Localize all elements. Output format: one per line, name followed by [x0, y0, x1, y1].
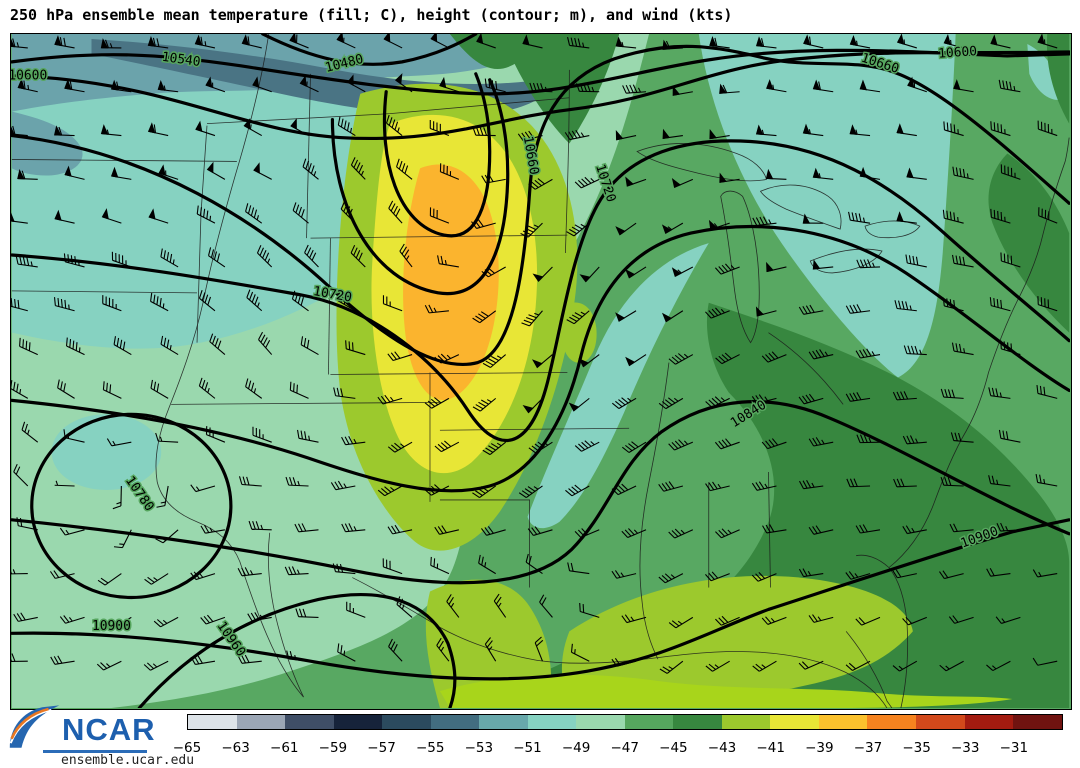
contour-label: 10600	[11, 68, 47, 83]
colorbar-tick: −47	[611, 740, 640, 756]
colorbar-segment	[770, 715, 819, 729]
colorbar-segment	[965, 715, 1014, 729]
colorbar-tick: −45	[659, 740, 688, 756]
colorbar-tick: −53	[465, 740, 494, 756]
colorbar-segment	[1013, 715, 1062, 729]
ncar-logo: NCAR ensemble.ucar.edu	[6, 704, 181, 764]
colorbar-segment	[819, 715, 868, 729]
colorbar-segment	[528, 715, 577, 729]
colorbar-segment	[431, 715, 480, 729]
colorbar-segment	[285, 715, 334, 729]
temp-fill-region	[52, 414, 162, 490]
colorbar-tick: −55	[416, 740, 445, 756]
colorbar-tick: −61	[270, 740, 299, 756]
map-title: 250 hPa ensemble mean temperature (fill;…	[10, 6, 732, 24]
contour-label: 10600	[938, 44, 978, 62]
colorbar-segment	[625, 715, 674, 729]
colorbar-segment	[916, 715, 965, 729]
temperature-colorbar	[187, 714, 1063, 730]
colorbar-tick: −37	[854, 740, 883, 756]
colorbar-tick: −41	[756, 740, 785, 756]
colorbar-segment	[673, 715, 722, 729]
colorbar-tick: −35	[902, 740, 931, 756]
colorbar-segment	[334, 715, 383, 729]
colorbar-segment	[382, 715, 431, 729]
colorbar-segment	[722, 715, 771, 729]
colorbar-segment	[237, 715, 286, 729]
colorbar-tick: −51	[513, 740, 542, 756]
ncar-swoosh-icon	[8, 704, 62, 750]
ncar-wordmark: NCAR	[62, 712, 156, 748]
colorbar-tick: −33	[951, 740, 980, 756]
colorbar-segment	[867, 715, 916, 729]
temp-fill-region	[561, 303, 596, 363]
colorbar-tick: −57	[367, 740, 396, 756]
contour-label: 10900	[92, 619, 131, 634]
colorbar-segment	[188, 715, 237, 729]
colorbar-tick: −39	[805, 740, 834, 756]
map-canvas: 1048010540106001060010660106601072010720…	[11, 34, 1070, 708]
colorbar-tick: −49	[562, 740, 591, 756]
colorbar-tick: −31	[1000, 740, 1029, 756]
colorbar-segment	[479, 715, 528, 729]
colorbar-segment	[576, 715, 625, 729]
colorbar-tick: −59	[319, 740, 348, 756]
colorbar-tick: −63	[221, 740, 250, 756]
colorbar-tick: −43	[708, 740, 737, 756]
